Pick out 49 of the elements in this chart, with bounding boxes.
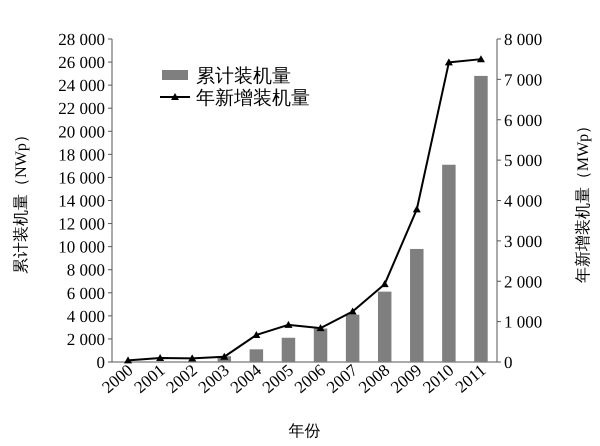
point xyxy=(476,55,485,62)
y-tick-label: 4 000 xyxy=(66,306,105,326)
y-tick-label: 16 000 xyxy=(58,168,105,188)
point xyxy=(380,280,389,288)
y-tick-label: 20 000 xyxy=(58,122,105,142)
point xyxy=(124,356,132,364)
y2-tick-label: 5 000 xyxy=(504,151,542,170)
point xyxy=(316,324,325,332)
legend-label: 累计装机量 xyxy=(196,66,291,87)
bar xyxy=(346,314,360,362)
point xyxy=(444,58,453,66)
bar xyxy=(250,349,264,362)
y-tick-label: 14 000 xyxy=(58,192,105,210)
y2-tick-label: 6 000 xyxy=(504,110,542,130)
y2-tick-label: 1 000 xyxy=(504,312,542,332)
x-tick-label: 2011 xyxy=(452,360,490,397)
y-tick-label: 0 xyxy=(96,353,105,372)
y-tick-label: 6 000 xyxy=(66,284,105,303)
bar xyxy=(378,292,392,362)
y-tick-label: 10 000 xyxy=(58,238,105,257)
y2-tick-label: 7 000 xyxy=(504,70,542,90)
y-tick-label: 24 000 xyxy=(58,76,105,96)
bar xyxy=(442,164,456,362)
y2-tick-label: 0 xyxy=(504,353,512,372)
y-axis-title: 累计装机量（NWp） xyxy=(12,127,30,274)
y-tick-label: 26 000 xyxy=(58,53,105,72)
bar xyxy=(474,76,488,362)
y2-tick-label: 2 000 xyxy=(504,272,542,292)
bar xyxy=(282,338,296,362)
y2-tick-label: 3 000 xyxy=(504,232,542,251)
y2-axis-title: 年新增装机量（MWp） xyxy=(574,118,592,284)
point xyxy=(412,205,421,212)
y-tick-label: 18 000 xyxy=(58,145,105,164)
point xyxy=(188,354,196,362)
y2-tick-label: 4 000 xyxy=(504,192,542,210)
point xyxy=(284,320,292,328)
y-tick-label: 8 000 xyxy=(66,260,105,280)
point xyxy=(348,308,357,315)
point xyxy=(220,352,228,360)
y-tick-label: 22 000 xyxy=(58,99,105,118)
bar xyxy=(410,248,424,362)
x-axis-title: 年份 xyxy=(288,423,320,440)
y-tick-label: 12 000 xyxy=(58,214,105,234)
y-tick-label: 2 000 xyxy=(66,330,105,349)
legend-label: 年新增装机量 xyxy=(196,87,310,109)
y2-tick-label: 8 000 xyxy=(504,30,542,49)
y-tick-label: 28 000 xyxy=(58,30,105,49)
bar xyxy=(314,328,328,362)
point xyxy=(156,354,164,361)
